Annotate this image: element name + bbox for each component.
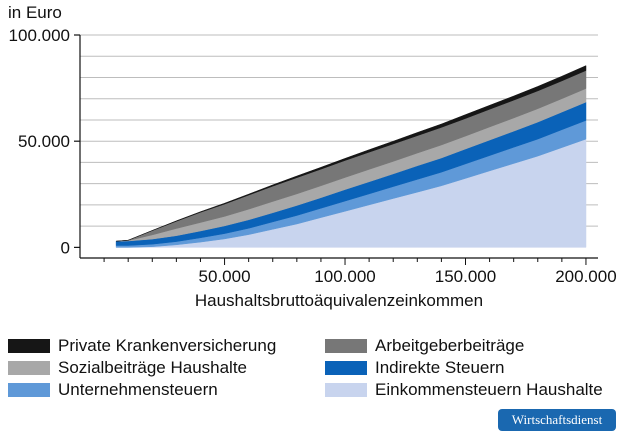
legend-item-indirekte-steuern: Indirekte Steuern	[325, 357, 504, 379]
legend-swatch	[325, 383, 367, 397]
legend-label: Arbeitgeberbeiträge	[375, 336, 525, 355]
legend-label: Einkommensteuern Haushalte	[375, 380, 603, 399]
legend-label: Private Krankenversicherung	[58, 336, 277, 355]
x-tick-label: 50.000	[199, 267, 251, 286]
publisher-badge: Wirtschaftsdienst	[498, 409, 616, 431]
legend: Private Krankenversicherung Sozialbeiträ…	[0, 330, 630, 400]
stacked-area-chart: 0 50.000 100.000 50.000 100.000 150.000 200.00…	[8, 3, 617, 310]
legend-item-unternehmensteuern: Unternehmensteuern	[8, 379, 218, 401]
x-tick-label: 150.000	[435, 267, 496, 286]
legend-item-arbeitgeberbeitraege: Arbeitgeberbeiträge	[325, 335, 524, 357]
legend-swatch	[8, 361, 50, 375]
legend-item-einkommensteuern-haushalte: Einkommensteuern Haushalte	[325, 379, 603, 401]
y-tick-label: 50.000	[18, 132, 70, 151]
x-tick-label: 200.000	[555, 267, 616, 286]
legend-label: Unternehmensteuern	[58, 380, 218, 399]
area-private-krankenversicherung	[116, 65, 587, 242]
legend-swatch	[325, 339, 367, 353]
y-tick-label: 100.000	[9, 26, 70, 45]
legend-item-private-krankenversicherung: Private Krankenversicherung	[8, 335, 276, 357]
y-tick-label: 0	[61, 238, 70, 257]
x-axis-title: Haushaltsbruttoäquivalenzeinkommen	[195, 291, 483, 310]
legend-swatch	[325, 361, 367, 375]
legend-item-sozialbeitraege-haushalte: Sozialbeiträge Haushalte	[8, 357, 247, 379]
legend-swatch	[8, 339, 50, 353]
y-axis-title: in Euro	[8, 3, 62, 22]
legend-label: Indirekte Steuern	[375, 358, 505, 377]
legend-swatch	[8, 383, 50, 397]
legend-label: Sozialbeiträge Haushalte	[58, 358, 248, 377]
publisher-badge-label: Wirtschaftsdienst	[511, 412, 603, 427]
x-tick-label: 100.000	[314, 267, 375, 286]
